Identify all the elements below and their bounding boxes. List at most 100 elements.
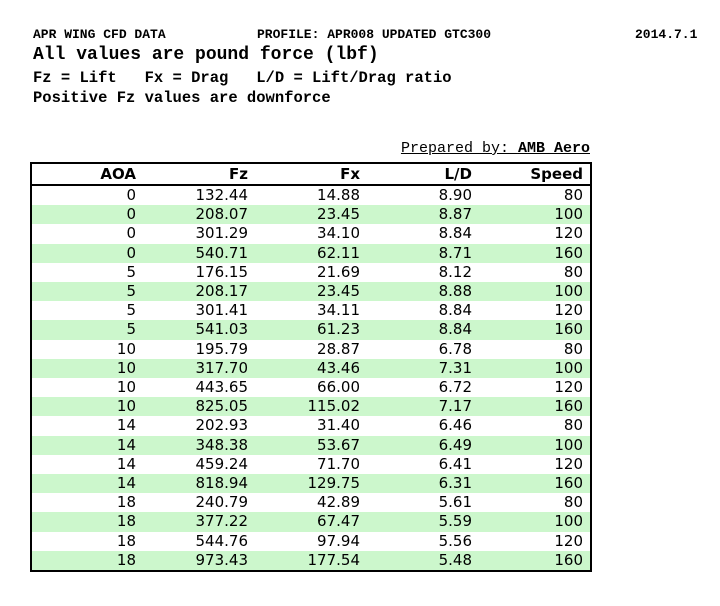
table-cell: 8.84 bbox=[438, 224, 472, 243]
table-cell: 10 bbox=[116, 339, 136, 358]
table-cell: 0 bbox=[126, 224, 136, 243]
table-cell: 71.70 bbox=[317, 454, 360, 473]
prepared-by-value: AMB Aero bbox=[517, 140, 590, 157]
table-cell: 8.84 bbox=[438, 320, 472, 339]
table-cell: 100 bbox=[554, 358, 583, 377]
table-cell: 10 bbox=[116, 358, 136, 377]
table-cell: 7.31 bbox=[438, 358, 472, 377]
table-cell: 195.79 bbox=[195, 339, 249, 358]
table-cell: 80 bbox=[563, 416, 583, 435]
table-cell: 61.23 bbox=[317, 320, 360, 339]
column-header: AOA bbox=[31, 163, 143, 186]
table-cell: 66.00 bbox=[317, 378, 360, 397]
table-cell: 14 bbox=[116, 416, 136, 435]
table-row: 0 540.71 62.11 8.71 160 bbox=[31, 243, 591, 263]
table-cell: 100 bbox=[554, 512, 583, 531]
table-cell: 544.76 bbox=[195, 531, 249, 550]
table-cell: 160 bbox=[554, 397, 583, 416]
table-cell: 6.49 bbox=[438, 435, 472, 454]
table-cell: 973.43 bbox=[195, 550, 249, 569]
table-cell: 5 bbox=[126, 282, 136, 301]
column-header: Fx bbox=[255, 163, 367, 186]
profile-label: PROFILE: APR008 UPDATED GTC300 bbox=[257, 27, 492, 42]
table-cell: 18 bbox=[116, 550, 136, 569]
table-cell: 301.29 bbox=[195, 224, 249, 243]
table-cell: 10 bbox=[116, 397, 136, 416]
table-cell: 177.54 bbox=[307, 550, 361, 569]
table-cell: 129.75 bbox=[307, 474, 361, 493]
table-cell: 120 bbox=[554, 301, 583, 320]
table-cell: 100 bbox=[554, 282, 583, 301]
table-cell: 42.89 bbox=[317, 493, 360, 512]
table-cell: 62.11 bbox=[317, 243, 360, 262]
table-cell: 14 bbox=[116, 454, 136, 473]
table-row: 0 132.44 14.88 8.90 80 bbox=[31, 185, 591, 205]
table-cell: 160 bbox=[554, 550, 583, 569]
table-cell: 5 bbox=[126, 262, 136, 281]
table-row: 10 195.79 28.87 6.78 80 bbox=[31, 340, 591, 359]
table-cell: 31.40 bbox=[317, 416, 360, 435]
cfd-data-table: AOA Fz Fx L/D Speed 0 132.44 14.88 8.90 80 0 208.0… bbox=[30, 162, 592, 573]
table-row: 14 459.24 71.70 6.41 120 bbox=[31, 455, 591, 474]
table-cell: 160 bbox=[554, 474, 583, 493]
table-row: 10 317.70 43.46 7.31 100 bbox=[31, 358, 591, 379]
table-cell: 10 bbox=[116, 378, 136, 397]
table-cell: 23.45 bbox=[317, 282, 360, 301]
table-cell: 6.31 bbox=[438, 474, 472, 493]
table-row: 5 208.17 23.45 8.88 100 bbox=[31, 282, 591, 302]
table-cell: 8.84 bbox=[438, 301, 472, 320]
table-cell: 18 bbox=[116, 512, 136, 531]
table-row: 0 208.07 23.45 8.87 100 bbox=[31, 205, 591, 225]
table-cell: 443.65 bbox=[195, 378, 249, 397]
table-cell: 348.38 bbox=[195, 435, 249, 454]
table-cell: 14 bbox=[116, 474, 136, 493]
table-cell: 8.71 bbox=[438, 243, 472, 262]
table-cell: 100 bbox=[554, 205, 583, 224]
table-cell: 377.22 bbox=[195, 512, 249, 531]
table-row: 18 544.76 97.94 5.56 120 bbox=[31, 532, 591, 551]
table-cell: 43.46 bbox=[317, 358, 360, 377]
table-cell: 14.88 bbox=[317, 186, 360, 204]
table-cell: 120 bbox=[554, 378, 583, 397]
table-cell: 8.12 bbox=[438, 262, 472, 281]
table-cell: 67.47 bbox=[317, 512, 360, 531]
table-cell: 317.70 bbox=[195, 358, 249, 377]
table-cell: 132.44 bbox=[195, 186, 249, 204]
table-cell: 28.87 bbox=[317, 339, 360, 358]
downforce-note: Positive Fz values are downforce bbox=[33, 89, 331, 107]
table-cell: 5.56 bbox=[438, 531, 472, 550]
table-cell: 53.67 bbox=[317, 435, 360, 454]
date-label: 2014.7.1 bbox=[635, 27, 698, 42]
table-cell: 34.11 bbox=[317, 301, 360, 320]
column-header: Speed bbox=[479, 163, 591, 186]
table-cell: 18 bbox=[116, 531, 136, 550]
table-cell: 5 bbox=[126, 320, 136, 339]
table-cell: 6.78 bbox=[438, 339, 472, 358]
table-cell: 5.59 bbox=[438, 512, 472, 531]
table-cell: 540.71 bbox=[195, 243, 249, 262]
table-row: 18 377.22 67.47 5.59 100 bbox=[31, 512, 591, 532]
prepared-by-label: Prepared by: bbox=[400, 140, 518, 157]
table-body: 0 132.44 14.88 8.90 80 0 208.07 23.45 8.87 100 0 30… bbox=[31, 185, 591, 572]
table-cell: 818.94 bbox=[195, 474, 249, 493]
table-cell: 80 bbox=[563, 493, 583, 512]
table-row: 14 348.38 53.67 6.49 100 bbox=[31, 435, 591, 455]
header-row: AOA Fz Fx L/D Speed bbox=[31, 163, 591, 186]
table-cell: 21.69 bbox=[317, 262, 360, 281]
table-cell: 160 bbox=[554, 243, 583, 262]
table-cell: 160 bbox=[554, 320, 583, 339]
table-row: 10 825.05 115.02 7.17 160 bbox=[31, 397, 591, 417]
table-row: 14 818.94 129.75 6.31 160 bbox=[31, 474, 591, 494]
table-cell: 0 bbox=[126, 205, 136, 224]
table-cell: 202.93 bbox=[195, 416, 249, 435]
table-cell: 8.88 bbox=[438, 282, 472, 301]
table-cell: 459.24 bbox=[195, 454, 249, 473]
table-cell: 0 bbox=[126, 243, 136, 262]
table-cell: 5.48 bbox=[438, 550, 472, 569]
table-row: 10 443.65 66.00 6.72 120 bbox=[31, 378, 591, 397]
table-cell: 80 bbox=[563, 262, 583, 281]
table-cell: 6.46 bbox=[438, 416, 472, 435]
symbol-legend: Fz = Lift Fx = Drag L/D = Lift/Drag rati… bbox=[33, 69, 452, 87]
table-cell: 97.94 bbox=[317, 531, 360, 550]
table-cell: 14 bbox=[116, 435, 136, 454]
